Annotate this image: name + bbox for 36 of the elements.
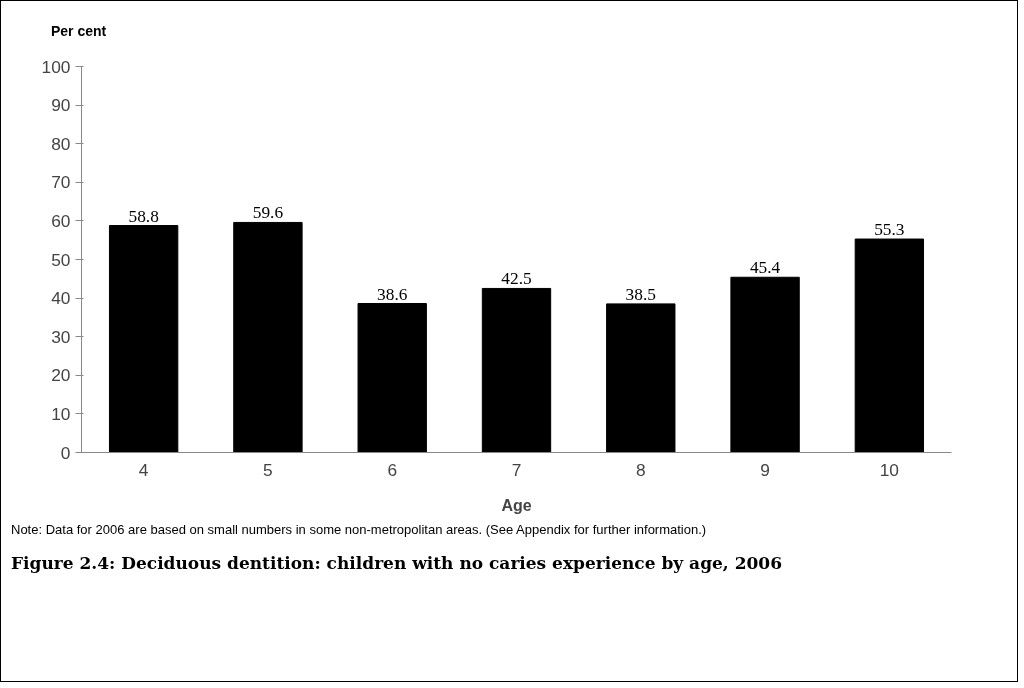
y-axis-title: Per cent	[51, 22, 107, 41]
data-label: 59.6	[252, 203, 284, 223]
y-tick-label: 60	[51, 210, 71, 231]
y-tick-label: 10	[51, 403, 71, 424]
x-tick-label: 10	[879, 459, 899, 480]
bar	[854, 238, 925, 453]
bar	[233, 221, 303, 453]
y-tick-label: 70	[51, 172, 71, 193]
y-tick-label: 40	[51, 288, 71, 309]
y-tick-label: 20	[51, 365, 71, 386]
y-tick-label: 80	[51, 133, 71, 154]
data-label: 42.5	[501, 269, 532, 289]
x-tick-label: 8	[635, 459, 646, 480]
y-tick-label: 30	[51, 326, 71, 347]
y-tick-label: 100	[41, 56, 71, 77]
bar	[481, 287, 552, 453]
bar	[357, 303, 427, 453]
bar	[730, 276, 800, 453]
y-tick-label: 90	[51, 95, 71, 116]
x-tick-label: 5	[263, 459, 273, 480]
data-label: 58.8	[128, 206, 159, 226]
text: Note: Data for 2006 are based on small numbers in some non-metropolitan areas. (See Appendix for further information.)	[11, 521, 707, 539]
data-label: 55.3	[874, 220, 905, 240]
text: Figure 2.4: Deciduous dentition: children with no caries experience by age, 2006	[11, 551, 782, 575]
x-tick-label: 4	[138, 459, 149, 480]
data-label: 38.5	[625, 284, 656, 304]
bar	[606, 303, 676, 453]
bar	[108, 225, 179, 453]
x-tick-label: 7	[511, 459, 522, 480]
x-tick-label: 9	[760, 459, 770, 480]
data-label: 38.6	[377, 284, 408, 304]
x-axis-title: Age	[501, 496, 532, 514]
y-tick-label: 50	[51, 249, 71, 270]
y-tick-label: 0	[60, 442, 71, 463]
x-tick-label: 6	[387, 459, 398, 480]
data-label: 45.4	[749, 258, 781, 278]
